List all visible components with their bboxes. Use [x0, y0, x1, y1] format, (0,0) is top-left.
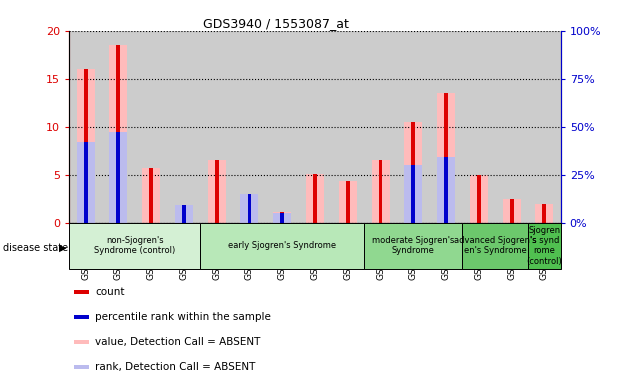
Bar [248, 194, 251, 223]
Bar [175, 208, 193, 223]
Bar [495, 31, 528, 223]
Bar [528, 223, 561, 269]
Bar [77, 142, 94, 223]
Bar [364, 31, 397, 223]
Bar [306, 174, 324, 223]
Bar [273, 212, 291, 223]
Bar [84, 142, 88, 223]
Bar [182, 205, 186, 223]
Text: advanced Sjogren's
en's Syndrome: advanced Sjogren's en's Syndrome [454, 236, 537, 255]
Bar [117, 132, 120, 223]
Bar [411, 122, 415, 223]
Bar [477, 175, 481, 223]
Bar [110, 132, 127, 223]
Bar [110, 45, 127, 223]
Text: non-Sjogren's
Syndrome (control): non-Sjogren's Syndrome (control) [94, 236, 175, 255]
Bar [102, 31, 135, 223]
Bar [74, 315, 89, 319]
Bar [379, 161, 382, 223]
Bar [503, 199, 520, 223]
Bar [346, 182, 350, 223]
Bar [215, 161, 219, 223]
Bar [233, 31, 266, 223]
Bar [462, 223, 528, 269]
Bar [84, 69, 88, 223]
Bar [299, 31, 331, 223]
Bar [241, 199, 258, 223]
Text: disease state: disease state [3, 243, 68, 253]
Bar [313, 174, 317, 223]
Bar [208, 161, 226, 223]
Bar [168, 31, 200, 223]
Bar [200, 223, 364, 269]
Bar [266, 31, 299, 223]
Bar [273, 213, 291, 223]
Text: value, Detection Call = ABSENT: value, Detection Call = ABSENT [95, 337, 260, 347]
Bar [542, 204, 546, 223]
Bar [528, 31, 561, 223]
Bar [510, 199, 513, 223]
Bar [175, 205, 193, 223]
Text: Sjogren
's synd
rome
(control): Sjogren 's synd rome (control) [527, 226, 562, 266]
Bar [536, 204, 553, 223]
Bar [462, 31, 495, 223]
Bar [200, 31, 233, 223]
Bar [182, 208, 186, 223]
Text: rank, Detection Call = ABSENT: rank, Detection Call = ABSENT [95, 362, 255, 372]
Bar [149, 168, 153, 223]
Text: ▶: ▶ [59, 243, 66, 253]
Bar [404, 122, 422, 223]
Title: GDS3940 / 1553087_at: GDS3940 / 1553087_at [203, 17, 348, 30]
Bar [241, 194, 258, 223]
Bar [364, 223, 462, 269]
Text: early Sjogren's Syndrome: early Sjogren's Syndrome [228, 241, 336, 250]
Bar [430, 31, 462, 223]
Bar [372, 161, 389, 223]
Bar [74, 340, 89, 344]
Bar [404, 165, 422, 223]
Bar [331, 31, 364, 223]
Bar [74, 290, 89, 294]
Bar [444, 157, 448, 223]
Bar [77, 69, 94, 223]
Text: moderate Sjogren's
Syndrome: moderate Sjogren's Syndrome [372, 236, 454, 255]
Bar [437, 157, 455, 223]
Bar [142, 168, 160, 223]
Text: count: count [95, 287, 125, 297]
Bar [74, 365, 89, 369]
Bar [397, 31, 430, 223]
Bar [280, 213, 284, 223]
Bar [437, 93, 455, 223]
Bar [69, 31, 102, 223]
Bar [339, 182, 357, 223]
Bar [117, 45, 120, 223]
Bar [280, 212, 284, 223]
Bar [444, 93, 448, 223]
Bar [248, 199, 251, 223]
Bar [135, 31, 168, 223]
Bar [411, 165, 415, 223]
Bar [470, 175, 488, 223]
Text: percentile rank within the sample: percentile rank within the sample [95, 312, 271, 322]
Bar [69, 223, 200, 269]
